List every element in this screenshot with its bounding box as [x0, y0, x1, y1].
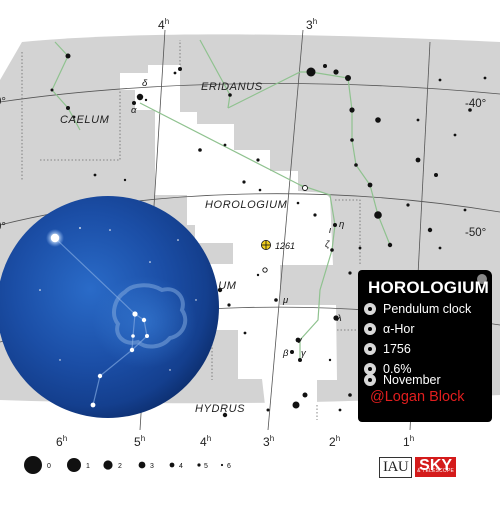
- magnitude-legend: 0 1 2 3 4 5 6: [24, 456, 231, 474]
- star-label-zeta: ζ: [325, 239, 330, 250]
- svg-text:0: 0: [47, 463, 51, 470]
- dec-label-minus40: -40°: [465, 98, 486, 110]
- star-label-lambda: λ: [336, 313, 342, 324]
- ra-label-bottom-5h: 5h: [134, 434, 145, 449]
- ra-label-bottom-2h: 2h: [329, 434, 340, 449]
- svg-text:4: 4: [179, 463, 183, 470]
- galaxy-marker: [262, 267, 268, 273]
- star-label-nu: ν: [297, 335, 302, 346]
- object-label-ngc1261: 1261: [275, 241, 295, 251]
- info-row-text: 1756: [383, 342, 411, 356]
- svg-text:5: 5: [204, 463, 208, 470]
- constellation-name-eridanus: ERIDANUS: [201, 81, 263, 93]
- dec-label-left-lower: 0°: [0, 221, 6, 233]
- constellation-boundaries: [21, 40, 361, 420]
- author-credit: @Logan Block: [370, 389, 465, 405]
- galaxy-marker: [302, 185, 308, 191]
- ra-label-top-3h: 3h: [306, 17, 317, 32]
- info-row-meaning: Pendulum clock: [364, 300, 471, 318]
- info-row-sky-percent: 0.6%: [364, 360, 412, 378]
- info-row-text: 0.6%: [383, 362, 412, 376]
- info-row-year: 1756: [364, 340, 411, 358]
- constellation-info-panel: HOROLOGIUM Pendulum clock α-Hor 1756 0.6…: [358, 270, 492, 422]
- info-row-brightest-star: α-Hor: [364, 320, 415, 338]
- info-row-text: Pendulum clock: [383, 302, 472, 316]
- ra-label-bottom-3h: 3h: [263, 434, 274, 449]
- star-label-iota: ι: [329, 225, 331, 236]
- svg-text:1: 1: [86, 463, 90, 470]
- constellation-boundary-horologium: [120, 65, 337, 405]
- star-label-beta: β: [282, 348, 289, 359]
- constellation-globe-inset: [0, 196, 219, 418]
- ra-label-top-4h: 4h: [158, 17, 169, 32]
- iau-logo: IAU: [379, 456, 413, 478]
- star-label-mu: μ: [282, 295, 289, 306]
- brightest-star-icon: [364, 323, 376, 335]
- ra-label-bottom-1h: 1h: [403, 434, 414, 449]
- ra-label-bottom-4h: 4h: [200, 434, 211, 449]
- badge-icon: [477, 274, 487, 284]
- best-month-icon: [364, 374, 376, 386]
- info-row-text: α-Hor: [383, 322, 415, 336]
- sky-percent-icon: [364, 363, 376, 375]
- publisher-logos: IAU SKY & TELESCOPE: [379, 452, 457, 482]
- constellation-name-caelum: CAELUM: [60, 114, 110, 126]
- info-title: HOROLOGIUM: [368, 278, 489, 297]
- info-row-text: November: [383, 373, 441, 387]
- star-label-alpha: α: [131, 105, 137, 116]
- year-icon: [364, 343, 376, 355]
- constellation-name-hydrus: HYDRUS: [195, 403, 245, 415]
- globular-cluster-icon: [260, 239, 271, 250]
- constellation-name-horologium: HOROLOGIUM: [205, 199, 288, 211]
- star-label-gamma: γ: [301, 348, 307, 359]
- info-row-best-month: November: [364, 371, 441, 389]
- dec-label-minus50: -50°: [465, 227, 486, 239]
- svg-text:6: 6: [227, 463, 231, 470]
- svg-text:3: 3: [150, 463, 154, 470]
- sky-telescope-logo: SKY & TELESCOPE: [415, 457, 457, 477]
- dec-label-left-upper: 0°: [0, 96, 6, 108]
- star-label-eta: η: [339, 219, 344, 230]
- stars: [50, 53, 487, 418]
- svg-text:2: 2: [118, 463, 122, 470]
- meaning-icon: [364, 303, 376, 315]
- star-label-delta: δ: [142, 78, 148, 89]
- ra-label-bottom-6h: 6h: [56, 434, 67, 449]
